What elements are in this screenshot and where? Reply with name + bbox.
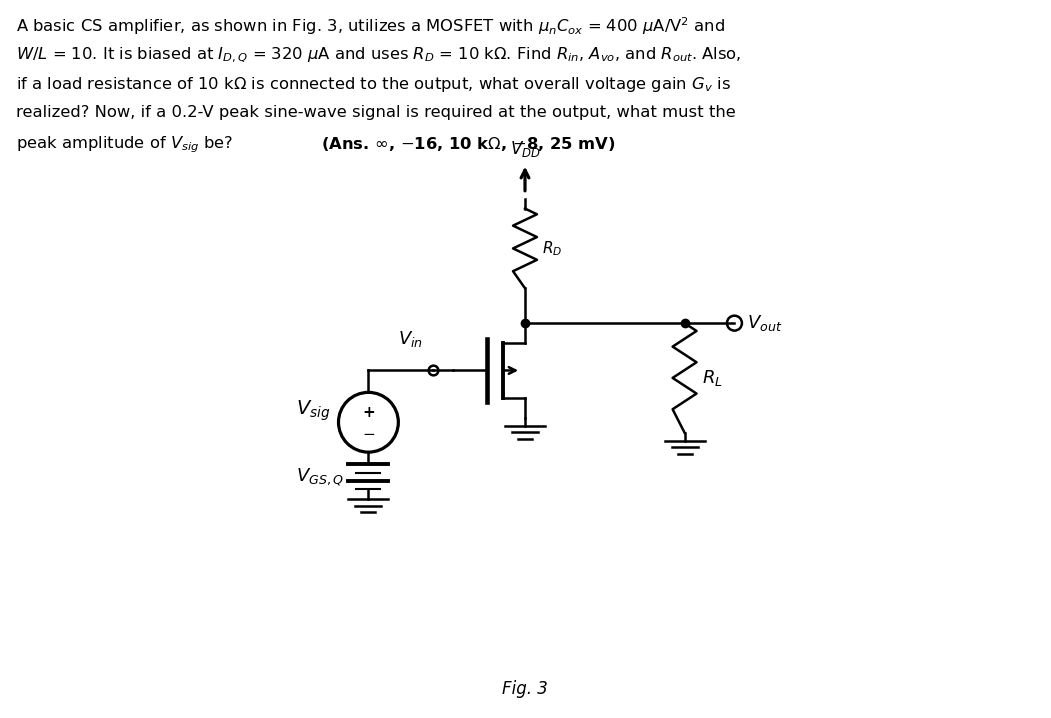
Text: $-$: $-$ <box>362 425 375 439</box>
Text: A basic CS amplifier, as shown in Fig. 3, utilizes a MOSFET with $\mu_n C_{ox}$ : A basic CS amplifier, as shown in Fig. 3… <box>17 15 725 37</box>
Text: $V_{out}$: $V_{out}$ <box>747 313 783 333</box>
Text: Fig. 3: Fig. 3 <box>502 680 548 698</box>
Text: $W/L$ = 10. It is biased at $I_{D,Q}$ = 320 $\mu$A and uses $R_D$ = 10 k$\Omega$: $W/L$ = 10. It is biased at $I_{D,Q}$ = … <box>17 45 742 65</box>
Text: realized? Now, if a 0.2-V peak sine-wave signal is required at the output, what : realized? Now, if a 0.2-V peak sine-wave… <box>17 105 736 120</box>
Text: (Ans. $\infty$, $-$16, 10 k$\Omega$, $-$8, 25 mV): (Ans. $\infty$, $-$16, 10 k$\Omega$, $-$… <box>321 135 615 153</box>
Text: +: + <box>362 405 375 420</box>
Text: $V_{in}$: $V_{in}$ <box>398 329 424 348</box>
Text: $V_{sig}$: $V_{sig}$ <box>296 398 330 423</box>
Text: peak amplitude of $V_{sig}$ be?: peak amplitude of $V_{sig}$ be? <box>17 135 235 156</box>
Text: $V_{DD}$: $V_{DD}$ <box>510 139 540 159</box>
Text: $R_D$: $R_D$ <box>542 239 562 258</box>
Text: $V_{GS,Q}$: $V_{GS,Q}$ <box>295 466 344 488</box>
Text: if a load resistance of 10 k$\Omega$ is connected to the output, what overall vo: if a load resistance of 10 k$\Omega$ is … <box>17 75 731 94</box>
Text: $R_L$: $R_L$ <box>701 368 722 388</box>
